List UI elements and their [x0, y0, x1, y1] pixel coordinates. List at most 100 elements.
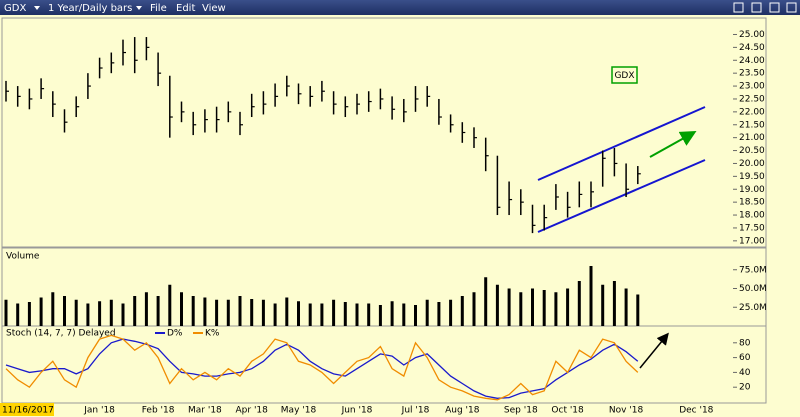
x-tick-label: Jun '18 — [341, 406, 373, 416]
toolbar: GDX 1 Year/Daily bars File Edit View — [0, 0, 800, 15]
volume-bar — [308, 303, 312, 326]
x-tick-label: Aug '18 — [445, 406, 480, 416]
dropdown-icon[interactable] — [34, 6, 40, 10]
y-tick-label: 60 — [739, 353, 751, 363]
volume-bar — [156, 296, 160, 326]
volume-bar — [636, 294, 640, 326]
volume-bar — [414, 305, 417, 326]
period[interactable]: 1 Year/Daily bars — [48, 3, 132, 14]
y-tick-label: 50.0M — [739, 284, 767, 294]
volume-bar — [437, 302, 441, 326]
symbol[interactable]: GDX — [4, 3, 26, 14]
volume-bar — [624, 288, 628, 326]
volume-bar — [215, 299, 219, 326]
dropdown-icon[interactable] — [136, 6, 142, 10]
volume-bar — [133, 296, 137, 326]
volume-bar — [98, 301, 102, 326]
volume-bar — [203, 297, 207, 326]
y-tick-label: 21.00 — [739, 133, 765, 143]
x-tick-label: Feb '18 — [142, 406, 175, 416]
y-tick-label: 24.00 — [739, 56, 765, 66]
x-tick-label: Dec '18 — [679, 406, 713, 416]
tool-icon[interactable] — [751, 2, 762, 13]
x-tick-label: May '18 — [281, 406, 317, 416]
volume-bar — [507, 288, 511, 326]
volume-bar — [191, 296, 195, 326]
volume-bar — [4, 299, 8, 326]
y-tick-label: 25.00 — [739, 30, 765, 40]
stoch-panel — [1, 325, 767, 404]
y-tick-label: 17.00 — [739, 236, 765, 246]
menu-file[interactable]: File — [150, 3, 167, 14]
volume-bar — [612, 281, 616, 326]
stoch-arrow — [639, 332, 669, 369]
y-tick-label: 17.50 — [739, 223, 765, 233]
volume-bar — [273, 303, 277, 326]
legend-label: D% — [167, 329, 183, 339]
volume-bar — [402, 303, 406, 326]
toolbar-bg — [0, 0, 800, 15]
volume-bar — [566, 288, 570, 326]
volume-bar — [109, 299, 113, 326]
volume-bar — [531, 288, 534, 326]
volume-bar — [27, 302, 31, 326]
volume-bar — [355, 303, 359, 326]
volume-bar — [472, 292, 476, 326]
volume-bar — [16, 303, 20, 326]
y-tick-label: 18.50 — [739, 198, 765, 208]
volume-bar — [601, 284, 605, 326]
tool-icon[interactable] — [769, 2, 780, 13]
volume-bar — [542, 290, 546, 326]
x-tick-label: Jul '18 — [401, 406, 430, 416]
volume-bar — [554, 292, 558, 326]
x-tick-label: Sep '18 — [504, 406, 538, 416]
volume-bar — [180, 292, 183, 326]
channel-lower — [537, 159, 706, 233]
volume-bar — [63, 296, 66, 326]
x-tick-label: Jan '18 — [83, 406, 115, 416]
volume-bar — [39, 297, 43, 326]
volume-bar — [261, 299, 265, 326]
volume-bar — [378, 305, 382, 326]
stoch-title: Stoch (14, 7, 7) Delayed — [6, 329, 116, 339]
y-tick-label: 23.00 — [739, 82, 765, 92]
annotation-box — [611, 66, 638, 84]
tool-icon[interactable] — [733, 2, 744, 13]
volume-bar — [74, 299, 78, 326]
stoch-line — [5, 334, 639, 401]
volume-bar — [51, 292, 55, 326]
y-tick-label: 18.00 — [739, 211, 765, 221]
y-tick-label: 22.00 — [739, 107, 765, 117]
volume-bar — [332, 299, 336, 326]
volume-bar — [343, 302, 347, 326]
legend-label: K% — [205, 329, 220, 339]
volume-bar — [320, 303, 324, 326]
date-highlight — [0, 403, 54, 416]
volume-bar — [250, 299, 254, 326]
y-tick-label: 19.00 — [739, 185, 765, 195]
y-tick-label: 23.50 — [739, 69, 765, 79]
annotation: GDX — [614, 71, 634, 81]
tool-icon[interactable] — [786, 2, 797, 13]
volume-bar — [589, 266, 593, 326]
menu-edit[interactable]: Edit — [176, 3, 195, 14]
channel-upper — [537, 106, 706, 181]
volume-bar — [367, 303, 371, 326]
volume-bar — [285, 297, 289, 326]
y-tick-label: 24.50 — [739, 43, 765, 53]
menu-view[interactable]: View — [202, 3, 226, 14]
volume-bar — [390, 301, 394, 326]
y-tick-label: 25.0M — [739, 303, 767, 313]
volume-bar — [121, 303, 125, 326]
y-tick-label: 19.50 — [739, 172, 765, 182]
volume-bar — [484, 277, 488, 326]
y-tick-label: 75.0M — [739, 265, 767, 275]
y-tick-label: 22.50 — [739, 94, 765, 104]
x-tick-label: 11/16/2017 — [2, 406, 54, 416]
x-tick-label: Nov '18 — [609, 406, 644, 416]
volume-bar — [238, 296, 242, 326]
volume-bar — [577, 281, 581, 326]
volume-bar — [425, 299, 429, 326]
